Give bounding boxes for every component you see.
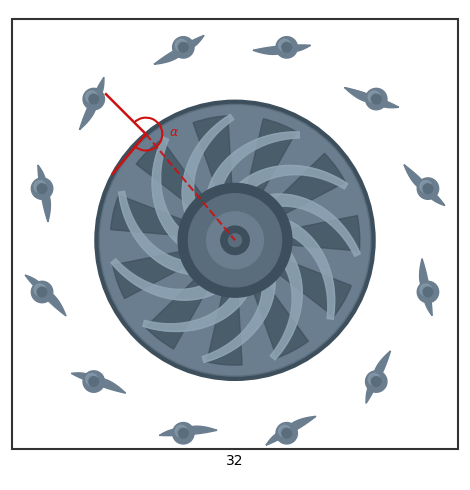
Circle shape xyxy=(417,281,439,303)
Circle shape xyxy=(83,88,104,110)
Circle shape xyxy=(282,428,291,438)
Circle shape xyxy=(86,91,97,103)
Polygon shape xyxy=(111,259,220,300)
Polygon shape xyxy=(202,275,275,363)
Circle shape xyxy=(423,287,433,297)
Circle shape xyxy=(178,183,292,297)
Circle shape xyxy=(175,425,187,437)
Polygon shape xyxy=(235,166,348,196)
Wedge shape xyxy=(113,248,198,298)
Circle shape xyxy=(228,234,242,247)
Circle shape xyxy=(276,37,298,58)
Circle shape xyxy=(96,101,374,379)
Polygon shape xyxy=(279,219,335,319)
Circle shape xyxy=(366,371,387,392)
Circle shape xyxy=(366,88,387,110)
Polygon shape xyxy=(71,373,125,393)
Circle shape xyxy=(279,39,290,51)
Circle shape xyxy=(86,373,97,385)
Polygon shape xyxy=(143,285,250,331)
Circle shape xyxy=(368,373,380,385)
Circle shape xyxy=(423,184,433,194)
Circle shape xyxy=(371,377,381,387)
Wedge shape xyxy=(276,216,360,251)
Wedge shape xyxy=(265,153,345,221)
Wedge shape xyxy=(244,119,297,204)
Wedge shape xyxy=(207,281,242,365)
Circle shape xyxy=(34,284,46,296)
Circle shape xyxy=(221,226,249,254)
Polygon shape xyxy=(152,137,190,248)
Circle shape xyxy=(276,422,298,444)
Circle shape xyxy=(89,94,99,104)
Circle shape xyxy=(282,43,291,52)
Circle shape xyxy=(175,39,187,51)
Polygon shape xyxy=(404,165,445,205)
Circle shape xyxy=(368,91,380,103)
Circle shape xyxy=(31,178,53,199)
Text: $\alpha$: $\alpha$ xyxy=(169,126,179,139)
Polygon shape xyxy=(420,259,432,316)
Circle shape xyxy=(279,425,290,437)
Text: 32: 32 xyxy=(226,454,244,468)
Wedge shape xyxy=(110,195,196,237)
Polygon shape xyxy=(38,165,50,222)
Circle shape xyxy=(101,106,369,375)
Polygon shape xyxy=(118,191,195,275)
Circle shape xyxy=(172,37,194,58)
Circle shape xyxy=(371,94,381,104)
Polygon shape xyxy=(366,351,391,403)
Wedge shape xyxy=(249,274,308,358)
Circle shape xyxy=(420,180,431,193)
Wedge shape xyxy=(146,270,214,349)
Circle shape xyxy=(179,428,188,438)
Circle shape xyxy=(188,194,282,287)
Wedge shape xyxy=(193,116,233,201)
Circle shape xyxy=(37,184,47,194)
Circle shape xyxy=(83,371,104,392)
Circle shape xyxy=(417,178,439,199)
Circle shape xyxy=(34,180,46,193)
Polygon shape xyxy=(266,416,316,445)
Polygon shape xyxy=(154,35,204,64)
Circle shape xyxy=(89,377,99,387)
Circle shape xyxy=(37,287,47,297)
Circle shape xyxy=(172,422,194,444)
Polygon shape xyxy=(345,88,399,108)
Circle shape xyxy=(420,284,431,296)
Wedge shape xyxy=(136,139,211,215)
Polygon shape xyxy=(182,115,234,219)
Polygon shape xyxy=(263,194,360,256)
Polygon shape xyxy=(270,248,302,360)
Polygon shape xyxy=(253,45,311,54)
Circle shape xyxy=(207,212,263,269)
Polygon shape xyxy=(206,132,299,198)
Circle shape xyxy=(179,43,188,52)
Polygon shape xyxy=(79,77,104,130)
Polygon shape xyxy=(159,426,217,436)
Polygon shape xyxy=(25,275,66,316)
Wedge shape xyxy=(268,255,351,317)
Circle shape xyxy=(31,281,53,303)
